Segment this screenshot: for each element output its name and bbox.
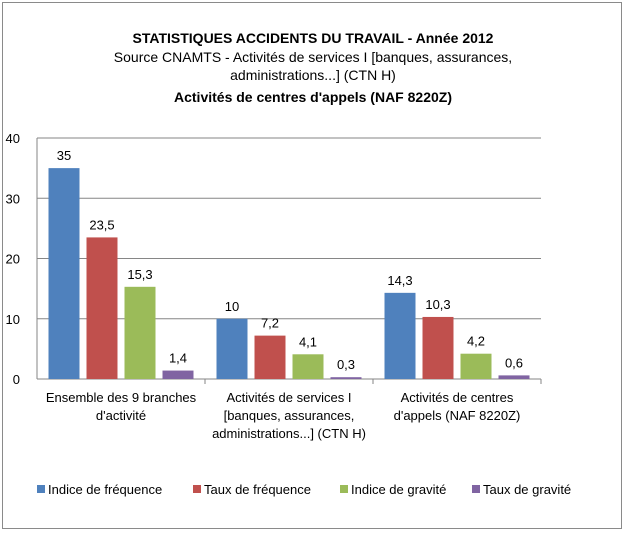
x-tick-label: Activités de centres <box>401 390 514 405</box>
bar <box>254 335 286 379</box>
data-label: 0,3 <box>337 357 355 372</box>
x-tick-label: administrations...] (CTN H) <box>212 426 366 441</box>
legend-swatch <box>193 485 201 493</box>
bar <box>498 375 530 379</box>
legend-swatch <box>37 485 45 493</box>
data-label: 10,3 <box>425 297 450 312</box>
bar <box>292 354 324 379</box>
legend-label: Taux de gravité <box>483 482 571 497</box>
y-tick-label: 10 <box>6 312 20 327</box>
chart-subtitle-line-2: administrations...] (CTN H) <box>230 67 396 83</box>
bar <box>162 370 194 379</box>
bar <box>216 318 248 379</box>
x-tick-label: d'activité <box>96 408 146 423</box>
data-label: 0,6 <box>505 355 523 370</box>
legend-label: Taux de fréquence <box>204 482 311 497</box>
data-label: 23,5 <box>89 217 114 232</box>
chart-title: STATISTIQUES ACCIDENTS DU TRAVAIL - Anné… <box>132 30 494 46</box>
data-label: 10 <box>225 299 239 314</box>
data-label: 14,3 <box>387 273 412 288</box>
data-label: 4,1 <box>299 334 317 349</box>
x-tick-label: Activités de services I <box>227 390 352 405</box>
y-tick-label: 0 <box>13 372 20 387</box>
bar <box>384 292 416 379</box>
data-label: 4,2 <box>467 334 485 349</box>
x-tick-label: d'appels (NAF 8220Z) <box>394 408 521 423</box>
data-label: 35 <box>57 148 71 163</box>
data-label: 15,3 <box>127 267 152 282</box>
data-label: 7,2 <box>261 316 279 331</box>
y-tick-label: 40 <box>6 131 20 146</box>
bar <box>330 377 362 379</box>
bar <box>124 286 156 379</box>
legend-swatch <box>340 485 348 493</box>
bar <box>460 353 492 379</box>
legend-label: Indice de gravité <box>351 482 446 497</box>
legend-label: Indice de fréquence <box>48 482 162 497</box>
bar <box>422 316 454 379</box>
chart-subtitle-line-1: Source CNAMTS - Activités de services I … <box>113 49 513 65</box>
x-tick-label: Ensemble des 9 branches <box>46 390 197 405</box>
y-tick-label: 20 <box>6 252 20 267</box>
legend-swatch <box>472 485 480 493</box>
chart-subtitle-line-3: Activités de centres d'appels (NAF 8220Z… <box>174 89 452 105</box>
y-tick-label: 30 <box>6 191 20 206</box>
bar <box>48 168 80 379</box>
x-tick-label: [banques, assurances, <box>224 408 355 423</box>
bar <box>86 237 118 379</box>
data-label: 1,4 <box>169 351 187 366</box>
